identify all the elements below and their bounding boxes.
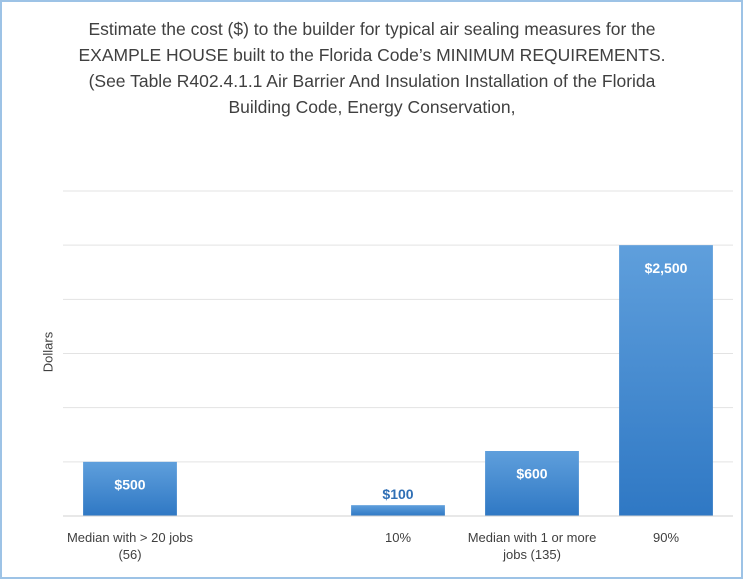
x-tick-label: Median with 1 or more jobs (135) [467,530,597,562]
data-label: $100 [382,486,413,502]
chart-title: Estimate the cost ($) to the builder for… [78,19,666,117]
x-tick-label: 10% [384,530,412,545]
bar [83,461,177,516]
bar [619,245,713,516]
bar [351,505,445,516]
data-label: $2,500 [645,260,688,276]
x-tick-label: 90% [652,530,680,545]
bar [485,451,579,516]
y-axis-label: Dollars [40,331,55,372]
data-label: $500 [114,477,145,493]
x-tick-label: Median with > 20 jobs (56) [66,530,194,562]
data-label: $600 [516,466,547,482]
